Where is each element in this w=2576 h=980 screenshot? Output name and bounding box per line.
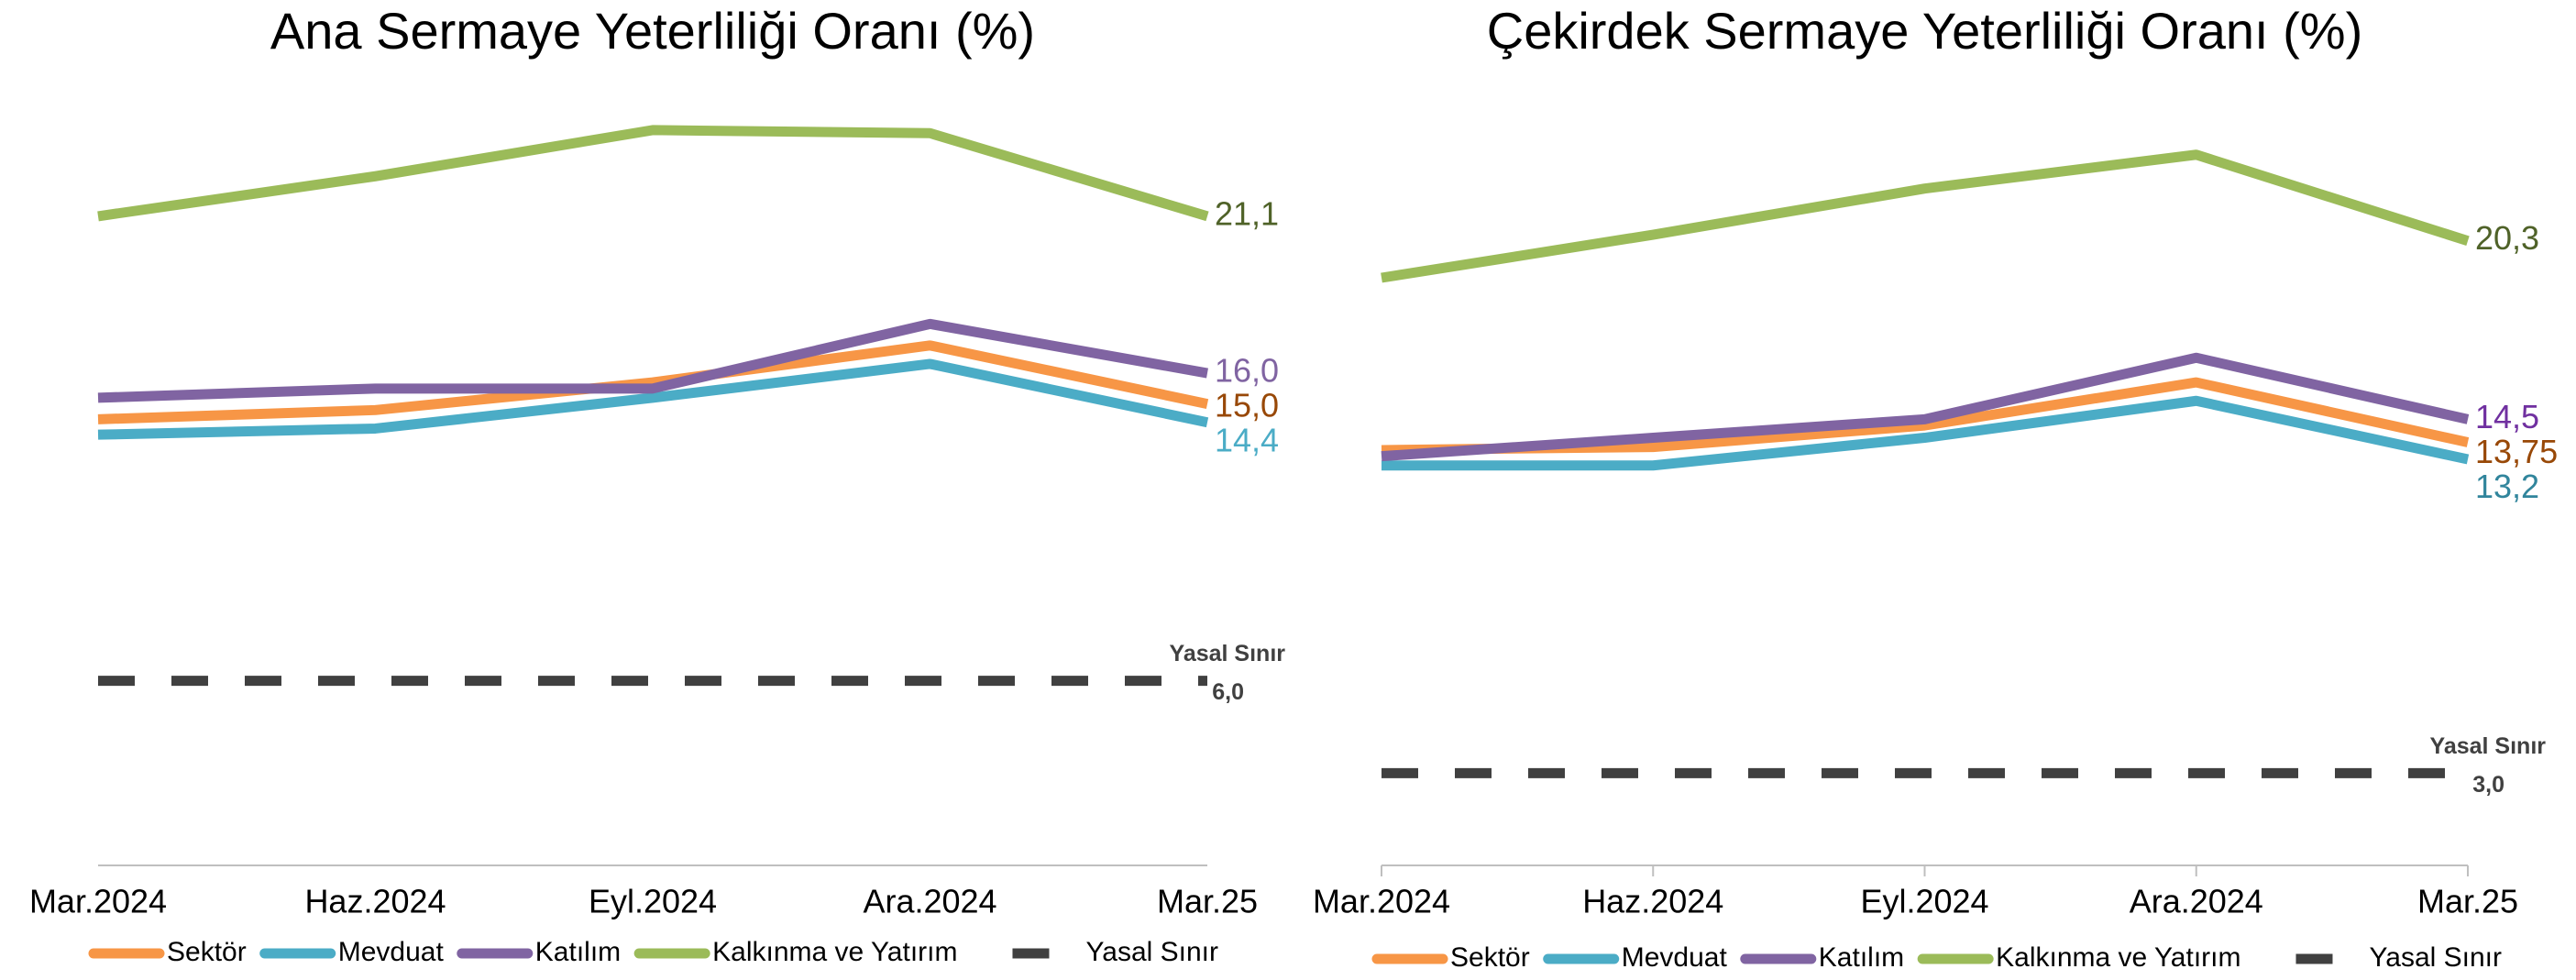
- legend-label: Yasal Sınır: [1085, 937, 1218, 967]
- x-tick-label: Mar.25: [2417, 883, 2518, 920]
- series-line: [97, 318, 1208, 403]
- x-tick-label: Eyl.2024: [1860, 883, 1988, 920]
- legend-label: Sektör: [167, 937, 247, 967]
- legend-label: Mevduat: [1622, 942, 1728, 973]
- limit-label: Yasal Sınır: [1170, 641, 1286, 666]
- legend-label: Mevduat: [338, 937, 445, 967]
- series-line: [1381, 352, 2470, 462]
- legend-label: Yasal Sınır: [2369, 942, 2502, 973]
- chart: Çekirdek Sermaye Yeterliliği Oranı (%) Ma…: [1313, 2, 2558, 973]
- value-label: 14,5: [2475, 398, 2539, 435]
- legend-label: Katılım: [1819, 942, 1904, 973]
- series-line: [1381, 149, 2470, 283]
- limit-label: Yasal Sınır: [2430, 733, 2547, 759]
- value-label: 20,3: [2475, 219, 2539, 257]
- x-tick-label: Eyl.2024: [589, 883, 717, 920]
- series-line: [1382, 395, 2470, 471]
- legend-label: Kalkınma ve Yatırım: [1996, 942, 2240, 973]
- chart: Ana Sermaye Yeterliliği Oranı (%) Mar.202…: [29, 2, 1285, 967]
- series-line: [97, 358, 1209, 440]
- value-label: 21,1: [1215, 194, 1279, 232]
- value-label: 15,0: [1215, 387, 1279, 424]
- x-tick-label: Mar.2024: [1313, 883, 1450, 920]
- x-tick-label: Haz.2024: [304, 883, 446, 920]
- legend-label: Kalkınma ve Yatırım: [712, 937, 957, 967]
- x-tick-label: Mar.25: [1157, 883, 1258, 920]
- value-label: 13,75: [2475, 433, 2558, 470]
- legend-label: Sektör: [1450, 942, 1530, 973]
- value-label: 14,4: [1215, 422, 1279, 459]
- value-label: 3,0: [2472, 772, 2504, 798]
- x-tick-label: Ara.2024: [2130, 883, 2263, 920]
- x-tick-label: Ara.2024: [863, 883, 996, 920]
- series-line: [97, 340, 1209, 424]
- value-label: 6,0: [1212, 679, 1244, 705]
- legend-label: Katılım: [535, 937, 621, 967]
- value-label: 16,0: [1215, 352, 1279, 390]
- series-line: [97, 125, 1209, 222]
- value-label: 13,2: [2475, 468, 2539, 505]
- chart-title: Çekirdek Sermaye Yeterliliği Oranı (%): [1487, 2, 2362, 60]
- chart-title: Ana Sermaye Yeterliliği Oranı (%): [270, 2, 1035, 60]
- x-tick-label: Haz.2024: [1582, 883, 1723, 920]
- x-tick-label: Mar.2024: [29, 883, 167, 920]
